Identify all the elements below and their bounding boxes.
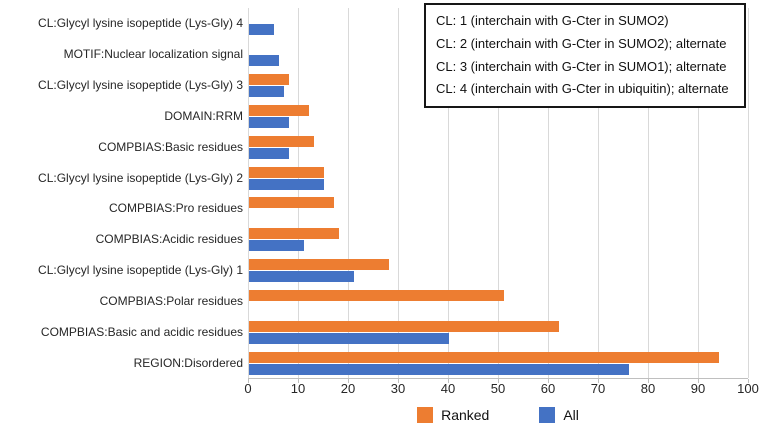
gridline [498,8,499,378]
plot-area [248,8,749,383]
gridline [698,8,699,378]
gridline [598,8,599,378]
cl-annotation-box: CL: 1 (interchain with G-Cter in SUMO2) C… [424,3,746,109]
x-tick-label: 10 [290,381,306,396]
x-axis-tick-labels: 0 10 20 30 40 50 60 70 80 90 100 [0,381,765,397]
bar-all [249,116,289,128]
bar-all [249,24,274,36]
category-label: MOTIF:Nuclear localization signal [63,47,243,62]
x-tick-label: 90 [690,381,706,396]
annotation-line: CL: 2 (interchain with G-Cter in SUMO2);… [436,35,727,51]
category-label: DOMAIN:RRM [164,108,243,123]
bar-ranked [249,104,309,116]
x-axis-tick [598,379,599,383]
category-label: COMPBIAS:Basic residues [98,139,243,154]
x-tick-label: 40 [440,381,456,396]
x-tick-label: 50 [490,381,506,396]
bar-ranked [249,197,334,209]
gridline [648,8,649,378]
category-label: CL:Glycyl lysine isopeptide (Lys-Gly) 4 [38,16,243,31]
chart-legend: Ranked All [248,405,748,425]
annotation-line: CL: 3 (interchain with G-Cter in SUMO1);… [436,58,727,74]
bar-ranked [249,351,719,363]
bar-ranked [249,135,314,147]
bar-all [249,332,449,344]
category-label: COMPBIAS:Basic and acidic residues [40,324,243,339]
category-label: COMPBIAS:Pro residues [108,201,243,216]
category-label: CL:Glycyl lysine isopeptide (Lys-Gly) 2 [38,170,243,185]
bar-ranked [249,166,324,178]
legend-label: Ranked [441,407,490,423]
gridline [448,8,449,378]
category-axis-labels: CL:Glycyl lysine isopeptide (Lys-Gly) 4 M… [0,8,243,378]
x-tick-label: 20 [340,381,356,396]
x-tick-label: 80 [640,381,656,396]
category-label: REGION:Disordered [133,355,243,370]
gridline [248,8,249,378]
category-label: CL:Glycyl lysine isopeptide (Lys-Gly) 1 [38,263,243,278]
x-axis-tick [748,379,749,383]
legend-item: All [539,407,579,423]
x-axis-tick [548,379,549,383]
annotation-line: CL: 4 (interchain with G-Cter in ubiquit… [436,81,729,97]
gridline [398,8,399,378]
x-axis-tick [298,379,299,383]
category-label: COMPBIAS:Acidic residues [95,232,243,247]
x-axis-tick [248,379,249,383]
bar-ranked [249,320,559,332]
bar-all [249,178,324,190]
x-axis-tick [448,379,449,383]
category-label: COMPBIAS:Polar residues [99,293,243,308]
gridline [348,8,349,378]
bar-all [249,363,629,375]
bar-all [249,86,284,98]
bar-ranked [249,259,389,271]
bar-ranked [249,289,504,301]
gridline [548,8,549,378]
category-label: CL:Glycyl lysine isopeptide (Lys-Gly) 3 [38,78,243,93]
x-tick-label: 70 [590,381,606,396]
x-tick-label: 100 [737,381,759,396]
legend-swatch [417,407,434,423]
legend-item: Ranked [417,407,489,423]
x-axis-line [248,378,748,379]
gridline [298,8,299,378]
bar-ranked [249,228,339,240]
x-axis-tick [498,379,499,383]
x-tick-label: 60 [540,381,556,396]
x-tick-label: 30 [390,381,406,396]
bar-all [249,147,289,159]
legend-swatch [539,407,556,423]
bar-all [249,55,279,67]
bar-ranked [249,74,289,86]
bar-all [249,240,304,252]
x-tick-label: 0 [244,381,252,396]
gridline [748,8,749,378]
annotation-line: CL: 1 (interchain with G-Cter in SUMO2) [436,13,669,28]
x-axis-tick [698,379,699,383]
x-axis-tick [648,379,649,383]
x-axis-tick [398,379,399,383]
bar-all [249,271,354,283]
x-axis-tick [348,379,349,383]
legend-label: All [563,407,579,423]
